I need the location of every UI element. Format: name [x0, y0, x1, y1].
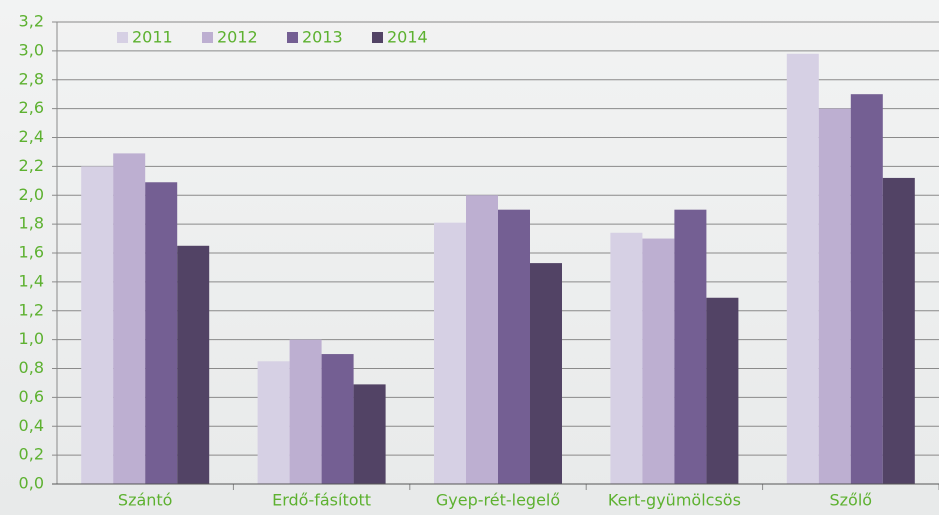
bar [353, 384, 386, 484]
legend-swatch [372, 32, 383, 43]
y-tick-label: 0,6 [19, 387, 44, 406]
x-tick-label: Erdő-fásított [272, 491, 371, 510]
y-tick-label: 0,4 [19, 416, 44, 435]
y-tick-label: 1,6 [19, 243, 44, 262]
y-tick-label: 2,8 [19, 69, 44, 88]
x-tick-label: Kert-gyümölcsös [608, 491, 741, 510]
y-tick-label: 0,0 [19, 474, 44, 493]
y-tick-label: 3,0 [19, 40, 44, 59]
bar [786, 53, 819, 484]
legend-swatch [117, 32, 128, 43]
bar [498, 209, 530, 484]
legend-label: 2012 [217, 28, 258, 47]
y-tick-label: 1,0 [19, 329, 44, 348]
y-tick-label: 1,8 [19, 214, 44, 233]
x-tick-label: Szántó [118, 491, 173, 510]
bar [818, 108, 851, 484]
y-tick-label: 2,2 [19, 156, 44, 175]
bar [113, 153, 146, 484]
bar [850, 94, 883, 484]
bar [289, 339, 322, 484]
y-tick-label: 0,8 [19, 358, 44, 377]
bar [706, 297, 739, 484]
legend-swatch [202, 32, 213, 43]
y-tick-label: 3,2 [19, 12, 44, 31]
legend-label: 2013 [302, 28, 343, 47]
x-tick-label: Szőlő [830, 491, 873, 510]
y-tick-label: 1,2 [19, 300, 44, 319]
y-tick-label: 2,4 [19, 127, 44, 146]
bar [145, 182, 178, 484]
x-tick-label: Gyep-rét-legelő [436, 491, 560, 510]
y-tick-label: 0,2 [19, 445, 44, 464]
bar [177, 245, 210, 484]
bar [674, 209, 707, 484]
legend-label: 2014 [387, 28, 428, 47]
y-tick-label: 1,4 [19, 271, 44, 290]
bar [530, 263, 562, 484]
bar [81, 166, 114, 484]
y-tick-label: 2,0 [19, 185, 44, 204]
bar [434, 222, 466, 484]
bar [257, 361, 290, 484]
legend-swatch [287, 32, 298, 43]
bar [466, 195, 498, 484]
bar [610, 232, 643, 484]
bar [321, 354, 354, 484]
y-tick-label: 2,6 [19, 98, 44, 117]
bar [642, 238, 675, 484]
legend-label: 2011 [132, 28, 173, 47]
bar [882, 177, 915, 485]
